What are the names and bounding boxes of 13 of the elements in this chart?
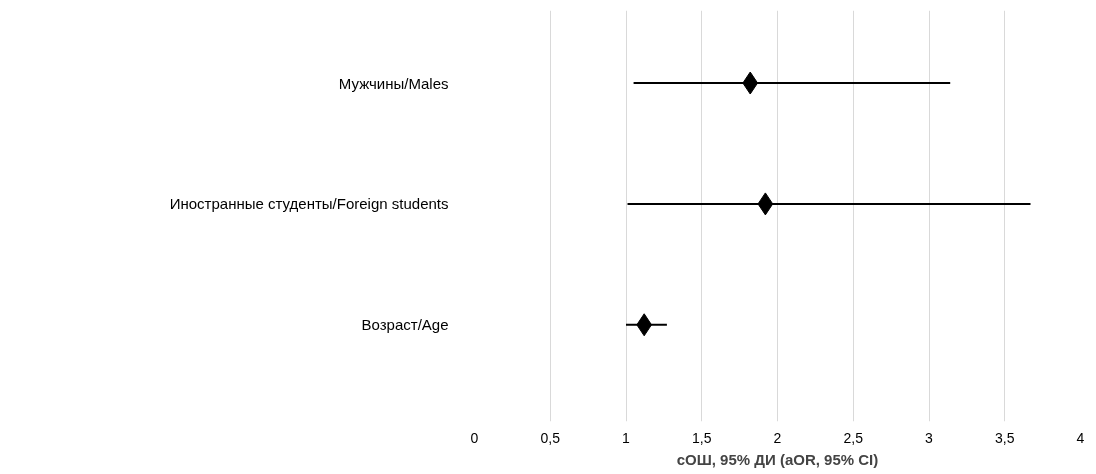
x-tick-label: 3 <box>925 429 934 446</box>
x-axis-title: сОШ, 95% ДИ (aOR, 95% CI) <box>676 450 879 468</box>
x-tick-label: 0 <box>470 429 479 446</box>
x-tick-label: 1 <box>622 429 631 446</box>
y-tick-label: Мужчины/Males <box>338 74 449 92</box>
x-tick-label: 2 <box>773 429 782 446</box>
x-tick-label: 3,5 <box>995 429 1015 446</box>
y-tick-label: Иностранные студенты/Foreign students <box>169 195 449 213</box>
x-tick-label: 2,5 <box>843 429 864 446</box>
x-tick-label: 0,5 <box>540 429 561 446</box>
x-tick-label: 4 <box>1076 429 1085 446</box>
y-tick-label: Возраст/Age <box>361 316 449 334</box>
x-tick-label: 1,5 <box>692 429 712 446</box>
